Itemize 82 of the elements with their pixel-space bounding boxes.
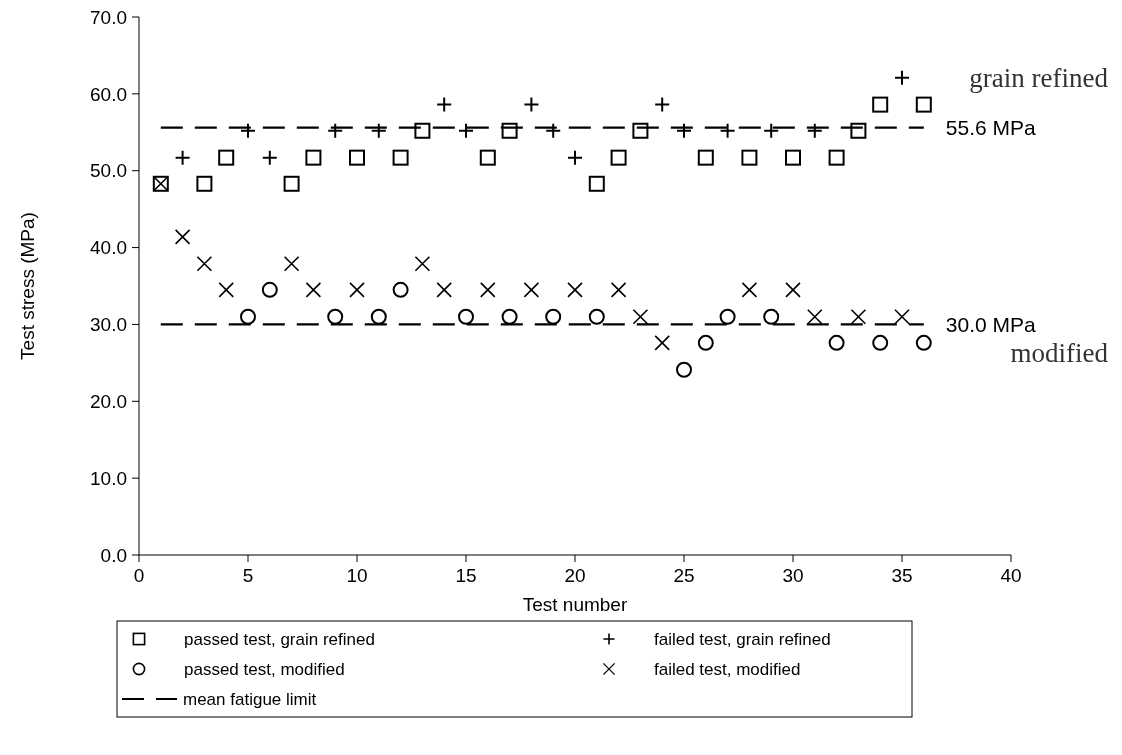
point: [283, 175, 300, 192]
point: [392, 149, 409, 166]
point: [610, 282, 627, 298]
y-tick-label: 10.0: [90, 467, 127, 489]
point: [567, 282, 583, 298]
point: [305, 282, 322, 298]
x-tick-label: 15: [455, 565, 477, 586]
legend-label: failed test, modified: [654, 659, 801, 679]
y-tick-label: 40.0: [90, 237, 127, 259]
point: [218, 282, 234, 298]
point: [697, 334, 714, 351]
x-tick-label: 40: [1000, 565, 1022, 586]
point: [850, 122, 867, 139]
annotation: 30.0 MPa: [945, 312, 1037, 336]
point: [588, 308, 605, 325]
y-tick-label: 20.0: [90, 390, 127, 412]
point: [828, 334, 845, 351]
point: [174, 229, 191, 245]
x-tick-label: 0: [133, 565, 145, 586]
point: [479, 149, 496, 166]
x-tick-label: 35: [891, 565, 913, 586]
point: [872, 334, 889, 351]
point: [588, 175, 605, 192]
point: [436, 282, 452, 298]
annotation: modified: [1010, 338, 1109, 368]
annotation: grain refined: [969, 63, 1109, 93]
y-tick-label: 50.0: [90, 160, 127, 182]
point: [719, 308, 736, 325]
point: [480, 282, 496, 298]
x-tick-label: 20: [564, 565, 586, 586]
point: [414, 255, 431, 272]
x-tick-label: 10: [346, 565, 368, 586]
point: [283, 255, 300, 272]
point: [915, 334, 932, 351]
point: [240, 308, 256, 325]
point: [501, 122, 518, 139]
point: [349, 149, 365, 166]
point: [915, 96, 932, 113]
point: [785, 282, 801, 298]
point: [305, 149, 322, 166]
point: [392, 281, 409, 298]
point: [196, 255, 213, 272]
x-tick-label: 5: [242, 565, 254, 586]
x-axis-title: Test number: [522, 594, 628, 615]
point: [261, 281, 278, 298]
point: [654, 335, 670, 351]
point: [632, 308, 649, 325]
y-tick-label: 60.0: [90, 83, 127, 105]
point: [218, 149, 235, 166]
annotation: 55.6 MPa: [945, 116, 1037, 140]
y-tick-label: 30.0: [90, 314, 127, 336]
x-tick-label: 30: [782, 565, 804, 586]
point: [196, 175, 213, 192]
point: [349, 282, 365, 298]
y-axis-title: Test stress (MPa): [17, 212, 38, 360]
point: [370, 308, 387, 325]
point: [458, 308, 474, 325]
x-tick-label: 25: [673, 565, 695, 586]
point: [676, 361, 692, 378]
point: [501, 308, 518, 325]
legend-label: passed test, grain refined: [184, 629, 375, 649]
point: [632, 122, 649, 139]
point: [610, 149, 627, 166]
point: [850, 308, 867, 325]
point: [872, 96, 889, 113]
point: [785, 149, 801, 166]
y-tick-label: 0.0: [100, 544, 127, 566]
legend-label: failed test, grain refined: [654, 629, 831, 649]
point: [894, 308, 910, 325]
point: [741, 149, 758, 166]
legend-label: passed test, modified: [184, 659, 345, 679]
point: [741, 282, 758, 298]
point: [763, 308, 780, 325]
point: [828, 149, 845, 166]
point: [545, 308, 562, 325]
point: [807, 308, 823, 325]
point: [327, 308, 344, 325]
point: [523, 282, 540, 298]
legend-label: mean fatigue limit: [183, 689, 317, 709]
point: [414, 122, 431, 139]
point: [697, 149, 714, 166]
y-tick-label: 70.0: [90, 6, 127, 28]
